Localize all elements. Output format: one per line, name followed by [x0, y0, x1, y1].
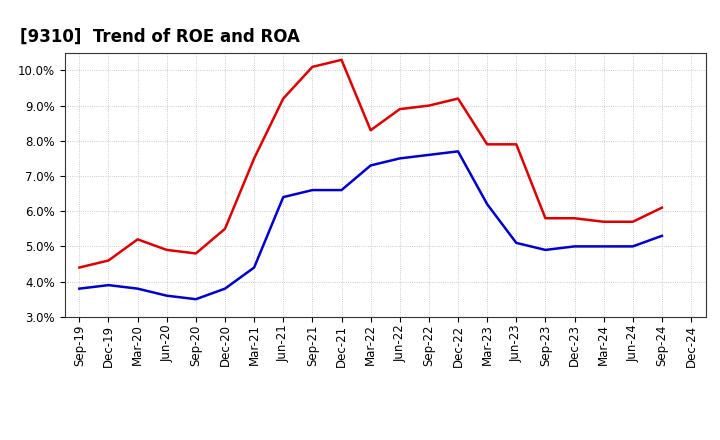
ROA	[220, 286, 229, 291]
ROA	[629, 244, 637, 249]
ROA	[75, 286, 84, 291]
ROE	[133, 237, 142, 242]
ROA	[512, 240, 521, 246]
ROE	[104, 258, 113, 263]
ROE	[220, 226, 229, 231]
ROE	[366, 128, 375, 133]
ROE	[657, 205, 666, 210]
ROA	[541, 247, 550, 253]
ROE	[454, 96, 462, 101]
ROA	[454, 149, 462, 154]
ROA	[483, 202, 492, 207]
ROE	[425, 103, 433, 108]
ROA	[395, 156, 404, 161]
Line: ROA: ROA	[79, 151, 662, 299]
ROE	[163, 247, 171, 253]
ROA	[163, 293, 171, 298]
ROE	[541, 216, 550, 221]
ROA	[657, 233, 666, 238]
ROE	[599, 219, 608, 224]
ROE	[512, 142, 521, 147]
ROE	[192, 251, 200, 256]
ROE	[250, 156, 258, 161]
ROA	[425, 152, 433, 158]
ROE	[308, 64, 317, 70]
ROA	[279, 194, 287, 200]
Text: [9310]  Trend of ROE and ROA: [9310] Trend of ROE and ROA	[20, 28, 300, 46]
ROA	[192, 297, 200, 302]
ROA	[337, 187, 346, 193]
ROA	[308, 187, 317, 193]
ROE	[629, 219, 637, 224]
ROA	[366, 163, 375, 168]
ROA	[570, 244, 579, 249]
ROA	[104, 282, 113, 288]
ROA	[599, 244, 608, 249]
ROA	[250, 265, 258, 270]
Line: ROE: ROE	[79, 60, 662, 268]
ROA	[133, 286, 142, 291]
ROE	[570, 216, 579, 221]
ROE	[483, 142, 492, 147]
ROE	[337, 57, 346, 62]
ROE	[395, 106, 404, 112]
ROE	[75, 265, 84, 270]
ROE	[279, 96, 287, 101]
